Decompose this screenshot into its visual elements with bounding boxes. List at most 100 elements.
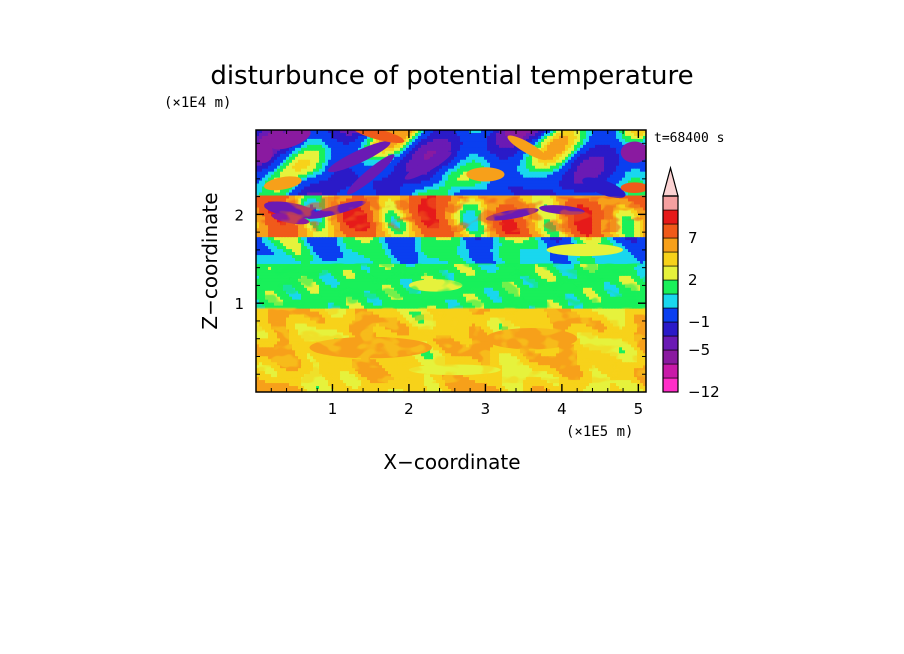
field-cell <box>586 237 590 241</box>
field-cell <box>466 237 470 241</box>
field-cell <box>307 141 311 146</box>
field-cell <box>325 183 329 188</box>
field-cell <box>397 189 401 194</box>
field-cell <box>304 141 308 146</box>
field-cell <box>577 177 581 182</box>
field-cell <box>361 165 365 170</box>
field-cell <box>538 162 542 167</box>
field-cell <box>397 132 401 137</box>
field-cell <box>334 180 338 185</box>
field-cell <box>424 130 428 134</box>
field-cell <box>409 147 413 152</box>
field-cell <box>349 144 353 149</box>
field-cell <box>415 243 419 247</box>
field-cell <box>256 183 260 188</box>
field-cell <box>382 150 386 155</box>
field-cell <box>319 153 323 158</box>
field-cell <box>304 138 308 143</box>
field-cell <box>385 150 389 155</box>
field-cell <box>430 141 434 146</box>
field-cell <box>550 135 554 140</box>
field-cell <box>472 150 476 155</box>
field-cell <box>397 144 401 149</box>
field-cell <box>265 237 269 241</box>
field-cell <box>589 231 593 235</box>
field-cell <box>373 240 377 244</box>
field-cell <box>634 138 638 143</box>
field-cell <box>643 237 646 241</box>
field-cell <box>616 234 620 238</box>
field-cell <box>313 183 317 188</box>
field-cell <box>406 189 410 194</box>
field-cell <box>388 171 392 176</box>
field-cell <box>400 141 404 146</box>
field-cell <box>532 135 536 140</box>
field-cell <box>592 162 596 167</box>
field-cell <box>484 156 488 161</box>
field-cell <box>352 130 356 134</box>
field-cell <box>274 130 278 134</box>
field-cell <box>439 165 443 170</box>
field-cell <box>421 240 425 244</box>
field-cell <box>346 237 350 241</box>
field-cell <box>259 135 263 140</box>
field-cell <box>613 132 617 137</box>
field-cell <box>316 147 320 152</box>
field-cell <box>265 162 269 167</box>
field-cell <box>529 168 533 173</box>
field-cell <box>277 231 281 235</box>
field-cell <box>535 165 539 170</box>
field-cell <box>445 144 449 149</box>
field-cell <box>361 171 365 176</box>
field-cell <box>346 183 350 188</box>
field-cell <box>460 144 464 149</box>
field-cell <box>370 138 374 143</box>
field-cell <box>367 234 371 238</box>
field-cell <box>331 192 335 197</box>
field-cell <box>319 168 323 173</box>
field-cell <box>445 168 449 173</box>
field-cell <box>448 138 452 143</box>
field-cell <box>508 240 512 244</box>
field-cell <box>556 147 560 152</box>
field-cell <box>565 240 569 244</box>
field-cell <box>580 234 584 238</box>
field-cell <box>445 147 449 152</box>
field-cell <box>631 130 635 134</box>
field-cell <box>343 177 347 182</box>
field-cell <box>373 186 377 191</box>
field-cell <box>262 186 266 191</box>
field-cell <box>445 132 449 137</box>
field-cell <box>574 162 578 167</box>
field-cell <box>379 174 383 179</box>
field-cell <box>352 147 356 152</box>
field-cell <box>490 153 494 158</box>
field-cell <box>295 168 299 173</box>
field-cell <box>376 243 380 247</box>
field-cell <box>433 168 437 173</box>
field-cell <box>295 174 299 179</box>
field-cell <box>361 234 365 238</box>
field-cell <box>571 135 575 140</box>
field-cell <box>607 177 611 182</box>
field-cell <box>601 150 605 155</box>
field-cell <box>478 130 482 134</box>
field-cell <box>328 177 332 182</box>
field-cell <box>433 234 437 238</box>
field-cell <box>586 130 590 134</box>
field-cell <box>397 234 401 238</box>
field-cell <box>421 180 425 185</box>
field-cell <box>484 141 488 146</box>
field-cell <box>286 243 290 247</box>
field-cell <box>541 240 545 244</box>
field-cell <box>592 174 596 179</box>
field-cell <box>307 237 311 241</box>
field-cell <box>556 183 560 188</box>
field-cell <box>304 177 308 182</box>
field-cell <box>511 189 515 194</box>
field-cell <box>520 180 524 185</box>
field-cell <box>355 132 359 137</box>
field-cell <box>520 231 524 235</box>
field-cell <box>352 240 356 244</box>
field-cell <box>511 165 515 170</box>
